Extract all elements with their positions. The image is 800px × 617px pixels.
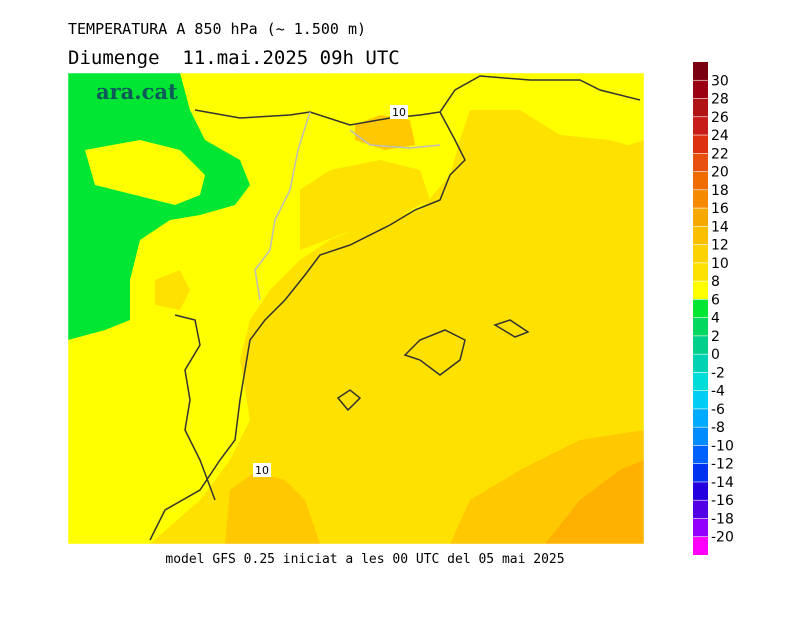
orange-area — [545, 460, 644, 544]
colorbar-segment — [693, 226, 708, 245]
orange-area — [225, 472, 320, 544]
border — [254, 111, 311, 301]
contour-label: 10 — [392, 106, 406, 119]
label-box — [253, 463, 271, 477]
warm-area — [300, 160, 430, 250]
subtitle: Diumenge 11.mai.2025 09h UTC — [68, 47, 400, 69]
colorbar-label: -14 — [711, 475, 734, 491]
colorbar-label: -2 — [711, 365, 725, 381]
colorbar-label: 24 — [711, 128, 729, 144]
colorbar-segment — [693, 244, 708, 263]
colorbar-label: -10 — [711, 438, 734, 454]
title: TEMPERATURA A 850 hPa (~ 1.500 m) — [68, 20, 366, 38]
colorbar-label: 28 — [711, 92, 729, 108]
colorbar-segment — [693, 189, 708, 209]
colorbar-label: 26 — [711, 110, 729, 126]
colorbar: 302826242220181614121086420-2-4-6-8-10-1… — [693, 62, 734, 555]
coastline — [194, 75, 641, 126]
colorbar-label: 22 — [711, 146, 729, 162]
footer: model GFS 0.25 iniciat a les 00 UTC del … — [165, 552, 564, 567]
warm-area — [615, 140, 644, 330]
colorbar-segment — [693, 153, 708, 172]
colorbar-segment — [693, 463, 708, 482]
colorbar-label: 20 — [711, 165, 729, 181]
colorbar-segment — [693, 262, 708, 282]
colorbar-segment — [693, 354, 708, 373]
colorbar-segment — [693, 518, 708, 537]
warm-area — [155, 270, 190, 310]
colorbar-label: 14 — [711, 219, 729, 235]
map-frame — [67, 72, 645, 545]
colorbar-label: 4 — [711, 311, 720, 327]
green-area — [68, 73, 250, 340]
colorbar-segment — [693, 427, 708, 446]
colorbar-segment — [693, 62, 708, 81]
colorbar-label: -8 — [711, 420, 725, 436]
colorbar-segment — [693, 408, 708, 428]
colorbar-segment — [693, 171, 708, 190]
colorbar-segment — [693, 80, 708, 99]
colorbar-label: 2 — [711, 329, 720, 345]
colorbar-segment — [693, 317, 708, 336]
coastline — [149, 111, 466, 541]
river — [174, 314, 216, 501]
colorbar-label: -20 — [711, 530, 734, 546]
colorbar-label: 30 — [711, 73, 729, 89]
colorbar-segment — [693, 299, 708, 318]
colorbar-label: 12 — [711, 238, 729, 254]
island — [493, 319, 530, 338]
colorbar-segment — [693, 445, 708, 464]
island — [403, 329, 466, 376]
colorbar-label: 8 — [711, 274, 720, 290]
border — [349, 129, 441, 149]
colorbar-segment — [693, 390, 708, 409]
colorbar-label: 16 — [711, 201, 729, 217]
colorbar-label: -16 — [711, 493, 734, 509]
colorbar-segment — [693, 135, 708, 154]
colorbar-label: -4 — [711, 384, 725, 400]
label-box — [390, 105, 408, 119]
contour-label: 10 — [255, 464, 269, 477]
colorbar-label: 10 — [711, 256, 729, 272]
colorbar-label: -18 — [711, 511, 734, 527]
logo: ara.cat — [96, 79, 178, 104]
colorbar-segment — [693, 481, 708, 501]
orange-area — [355, 115, 415, 150]
colorbar-segment — [693, 500, 708, 519]
colorbar-segment — [693, 116, 708, 136]
colorbar-segment — [693, 208, 708, 227]
colorbar-segment — [693, 536, 708, 555]
map: ara.cat 10 10 — [67, 72, 645, 545]
colorbar-label: 18 — [711, 183, 729, 199]
island — [336, 389, 362, 412]
yellow-area — [85, 140, 205, 205]
colorbar-label: -12 — [711, 457, 734, 473]
colorbar-label: 0 — [711, 347, 720, 363]
colorbar-segment — [693, 372, 708, 391]
colorbar-label: -6 — [711, 402, 725, 418]
colorbar-segment — [693, 335, 708, 355]
colorbar-segment — [693, 281, 708, 300]
colorbar-segment — [693, 98, 708, 117]
colorbar-label: 6 — [711, 292, 720, 308]
